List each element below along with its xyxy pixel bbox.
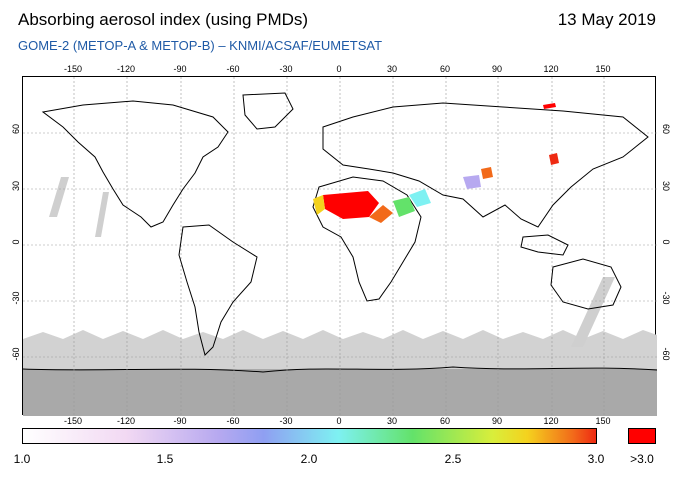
antarctica <box>23 369 657 416</box>
south-america <box>178 224 258 356</box>
colorbar-label: 1.5 <box>156 452 174 466</box>
map-subtitle: GOME-2 (METOP-A & METOP-B) – KNMI/ACSAF/… <box>18 38 383 53</box>
lon-tick-bottom: -60 <box>226 416 240 426</box>
lat-tick-left: -60 <box>11 347 21 361</box>
lat-tick-left: -30 <box>11 291 21 305</box>
lon-tick-bottom: -30 <box>279 416 293 426</box>
lon-tick-top: -60 <box>226 64 240 74</box>
aerosol-plume <box>313 103 559 223</box>
lat-tick-right: -60 <box>661 347 671 361</box>
lon-tick-top: -90 <box>173 64 187 74</box>
colorbar-over-label: >3.0 <box>630 452 654 466</box>
coastlines <box>41 92 649 356</box>
map-canvas <box>23 77 657 416</box>
europe-asia <box>322 102 649 228</box>
lon-tick-bottom: 120 <box>543 416 559 426</box>
lon-tick-top: 60 <box>439 64 450 74</box>
colorbar <box>22 428 597 444</box>
lon-tick-top: 150 <box>595 64 611 74</box>
greenland <box>242 92 294 130</box>
africa <box>312 176 422 302</box>
lon-tick-bottom: -120 <box>116 416 135 426</box>
lon-tick-bottom: 60 <box>439 416 450 426</box>
colorbar-label: 2.5 <box>444 452 462 466</box>
lon-tick-bottom: -150 <box>63 416 82 426</box>
lon-tick-top: 90 <box>491 64 502 74</box>
colorbar-over-swatch <box>628 428 656 444</box>
lat-tick-left: 30 <box>11 181 21 192</box>
lon-tick-top: 120 <box>543 64 559 74</box>
map-date: 13 May 2019 <box>557 10 656 29</box>
north-america <box>41 100 229 228</box>
lon-tick-top: -150 <box>63 64 82 74</box>
world-map <box>22 76 657 416</box>
colorbar-label: 2.0 <box>300 452 318 466</box>
lat-tick-right: -30 <box>661 291 671 305</box>
lon-tick-top: 30 <box>386 64 397 74</box>
lon-tick-bottom: 30 <box>386 416 397 426</box>
graticule <box>23 77 657 416</box>
antarctica-coast <box>23 366 657 373</box>
lat-tick-left: 0 <box>11 239 21 245</box>
lon-tick-bottom: 150 <box>595 416 611 426</box>
lat-tick-right: 30 <box>661 180 671 191</box>
lon-tick-top: -120 <box>116 64 135 74</box>
lat-tick-right: 0 <box>661 239 671 245</box>
lat-tick-left: 60 <box>11 124 21 135</box>
lon-tick-bottom: 90 <box>491 416 502 426</box>
lat-tick-right: 60 <box>661 123 671 134</box>
australia <box>550 258 622 310</box>
southeast-asia <box>520 234 569 256</box>
lon-tick-bottom: 0 <box>336 416 342 426</box>
colorbar-label: 3.0 <box>587 452 605 466</box>
map-title: Absorbing aerosol index (using PMDs) <box>18 10 309 29</box>
lon-tick-top: 0 <box>336 64 342 74</box>
lon-tick-bottom: -90 <box>173 416 187 426</box>
colorbar-label: 1.0 <box>13 452 31 466</box>
lon-tick-top: -30 <box>279 64 293 74</box>
